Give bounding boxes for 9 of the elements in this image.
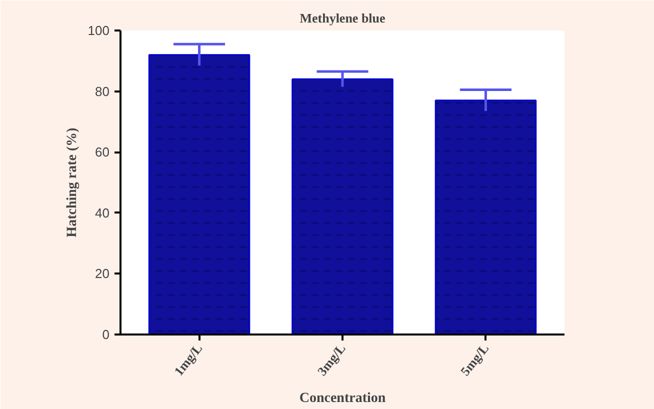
y-tick-label: 100 — [88, 23, 110, 38]
chart-title: Methylene blue — [300, 10, 386, 26]
x-axis-title: Concentration — [299, 391, 386, 406]
y-tick-label: 40 — [95, 205, 110, 220]
y-tick-label: 60 — [95, 144, 110, 160]
y-tick-label: 0 — [102, 327, 110, 342]
y-axis-title: Hatching rate (%) — [64, 127, 80, 238]
y-tick-label: 20 — [95, 266, 110, 282]
y-tick-label: 80 — [95, 84, 110, 99]
